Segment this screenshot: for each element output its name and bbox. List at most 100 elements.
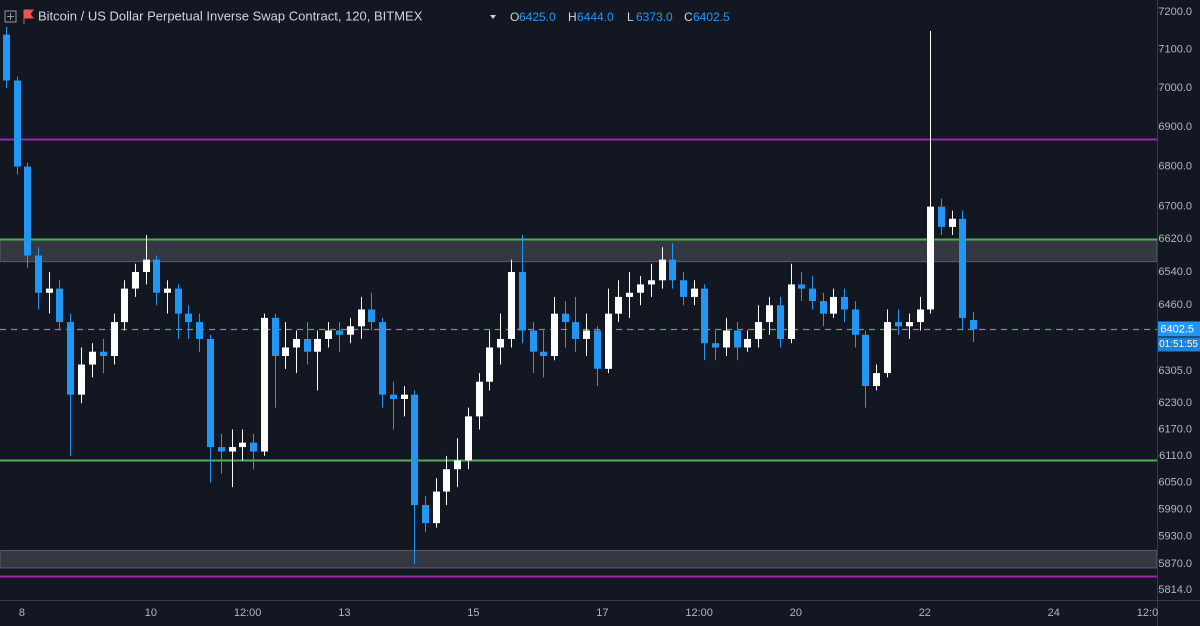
x-tick-label: 24	[1048, 607, 1060, 619]
y-tick-label: 6700.0	[1158, 201, 1192, 213]
zones-layer	[0, 238, 1157, 569]
y-tick-label: 5870.0	[1158, 558, 1192, 570]
countdown-label: 01:51:55	[1159, 339, 1198, 350]
candle-body	[551, 313, 558, 356]
x-tick-label: 12:00	[685, 607, 713, 619]
y-tick-label: 6460.0	[1158, 299, 1192, 311]
candle-body	[411, 394, 418, 506]
candle-body	[379, 322, 386, 395]
candle-body	[358, 309, 365, 327]
candle-body	[14, 80, 21, 167]
candle-body	[368, 309, 375, 323]
y-tick-label: 6050.0	[1158, 477, 1192, 489]
candle-body	[917, 309, 924, 323]
candle-body	[218, 447, 225, 452]
y-tick-label: 6230.0	[1158, 397, 1192, 409]
x-tick-label: 13	[338, 607, 350, 619]
candle-body	[906, 322, 913, 327]
candle-body	[669, 259, 676, 281]
candle-body	[132, 271, 139, 289]
last-price-label: 6402.5	[1160, 323, 1194, 335]
candle-body	[723, 330, 730, 348]
y-tick-label: 6305.0	[1158, 365, 1192, 377]
levels-layer	[0, 138, 1157, 578]
candle-body	[229, 447, 236, 452]
candle-body	[89, 351, 96, 365]
ohlc-key: O	[510, 10, 519, 24]
candle-body	[873, 373, 880, 387]
candle-body	[949, 218, 956, 227]
ohlc-legend: O 6425.0 H 6444.0 L 6373.0 C 6402.5	[510, 10, 730, 24]
candle-body	[594, 330, 601, 369]
candle-body	[111, 322, 118, 356]
candle-body	[261, 317, 268, 452]
dropdown-icon[interactable]	[490, 15, 496, 19]
price-axis: 7200.0 7100.0 7000.0 6900.0 6800.0 6700.0 6620…	[1157, 6, 1200, 596]
candle-body	[744, 338, 751, 348]
candle-body	[927, 206, 934, 310]
ohlc-key: L	[627, 10, 634, 24]
flag-icon[interactable]	[23, 9, 34, 24]
y-tick-label: 5990.0	[1158, 503, 1192, 515]
candle-body	[422, 505, 429, 524]
zone	[0, 550, 1157, 569]
candle-body	[347, 326, 354, 335]
candle-body	[35, 255, 42, 293]
candle-body	[336, 330, 343, 335]
candle-body	[788, 284, 795, 339]
candle-body	[605, 313, 612, 369]
ohlc-key: C	[684, 10, 693, 24]
y-tick-label: 6540.0	[1158, 266, 1192, 278]
candle-body	[766, 305, 773, 323]
time-axis: 8 10 12:00 13 15 17 12:00 20 22 24 12:00	[19, 607, 1165, 619]
ohlc-value: 6373.0	[636, 10, 673, 24]
candle-body	[433, 491, 440, 524]
candle-body	[862, 334, 869, 387]
candle-body	[390, 394, 397, 399]
candle-body	[830, 296, 837, 314]
candle-body	[959, 218, 966, 318]
candle-body	[185, 313, 192, 323]
countdown-tag	[1158, 337, 1200, 352]
y-tick-label: 7100.0	[1158, 44, 1192, 56]
candle-body	[852, 309, 859, 335]
last-price-tag	[1158, 321, 1200, 337]
x-tick-label: 12:00	[234, 607, 262, 619]
candle-body	[712, 343, 719, 348]
candle-body	[196, 322, 203, 339]
candle-body	[401, 394, 408, 399]
candle-body	[970, 319, 977, 330]
y-tick-label: 6900.0	[1158, 121, 1192, 133]
x-tick-label: 12:00	[1137, 607, 1165, 619]
y-tick-label: 6620.0	[1158, 233, 1192, 245]
candle-body	[680, 280, 687, 297]
y-tick-label: 5930.0	[1158, 531, 1192, 543]
ohlc-key: H	[568, 10, 577, 24]
candle-body	[701, 288, 708, 344]
header: Bitcoin / US Dollar Perpetual Inverse Sw…	[4, 8, 496, 24]
candle-body	[239, 442, 246, 448]
x-tick-label: 22	[919, 607, 931, 619]
candle-body	[282, 347, 289, 356]
x-tick-label: 8	[19, 607, 25, 619]
candle-body	[508, 271, 515, 339]
candle-body	[691, 288, 698, 297]
chart-title[interactable]: Bitcoin / US Dollar Perpetual Inverse Sw…	[38, 8, 423, 23]
add-icon[interactable]	[4, 10, 17, 23]
candle-body	[293, 338, 300, 348]
candle-body	[250, 442, 257, 452]
y-tick-label: 6800.0	[1158, 160, 1192, 172]
candle-body	[164, 288, 171, 293]
candle-body	[304, 338, 311, 352]
candle-body	[626, 292, 633, 297]
candle-body	[3, 34, 10, 81]
candles-layer	[3, 27, 977, 565]
ohlc-value: 6425.0	[519, 10, 556, 24]
candle-body	[540, 351, 547, 356]
candle-body	[895, 322, 902, 327]
candle-body	[519, 271, 526, 331]
candle-body	[67, 322, 74, 395]
y-tick-label: 6170.0	[1158, 423, 1192, 435]
